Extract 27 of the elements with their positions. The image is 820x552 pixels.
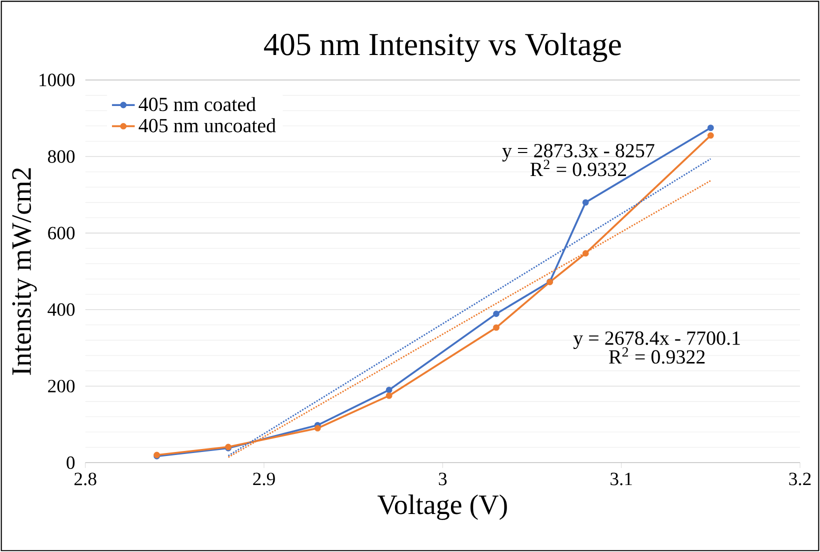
point (314, 425, 321, 432)
x-axis-title: Voltage (V) (378, 494, 507, 520)
point (493, 324, 500, 331)
point (386, 386, 392, 394)
x-tick-label: 3.2 (789, 472, 811, 486)
y-tick-label: 1000 (40, 74, 75, 86)
point (707, 124, 714, 132)
point (493, 310, 500, 317)
y-tick-label: 200 (48, 380, 75, 392)
x-tick-label: 2.9 (253, 472, 275, 486)
annotation: R$^{2}$ = 0.9332 (530, 160, 626, 176)
y-tick-label: 400 (48, 303, 75, 316)
y-tick-label: 800 (48, 150, 75, 163)
y-tick-label: 600 (48, 226, 75, 240)
y-tick-label: 0 (66, 456, 75, 469)
x-tick-label: 3.1 (610, 472, 632, 486)
chart-title: 405 nm Intensity vs Voltage (264, 32, 621, 62)
point (582, 199, 589, 206)
point (386, 392, 392, 399)
x-tick-label: 3 (438, 472, 447, 486)
legend-label: 405 nm coated (138, 97, 256, 112)
y-axis-title: Intensity mW/cm2 (12, 168, 37, 375)
annotation: R$^{2}$ = 0.9322 (609, 347, 705, 364)
point (707, 132, 714, 139)
point (582, 250, 589, 257)
x-tick-label: 2.8 (74, 472, 96, 486)
legend-label: 405 nm uncoated (138, 118, 276, 132)
